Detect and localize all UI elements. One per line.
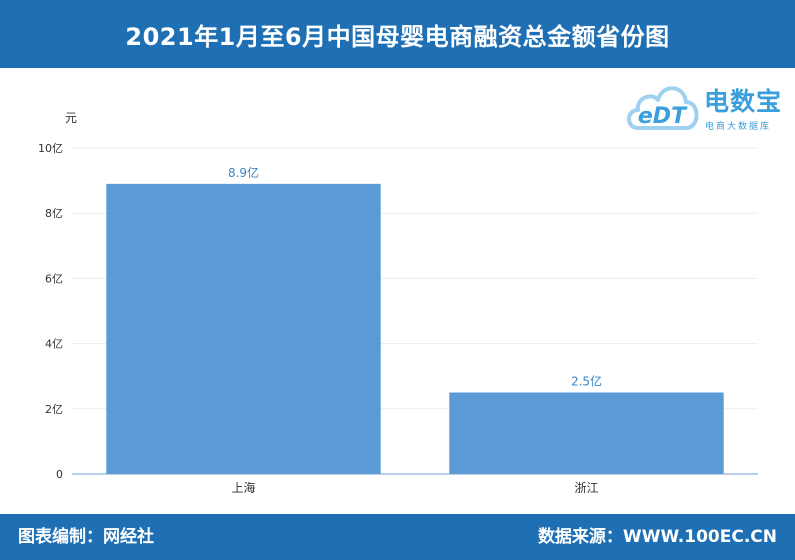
bars <box>106 183 724 475</box>
y-unit-label: 元 <box>65 111 77 125</box>
footer-bar: 图表编制：网经社 数据来源：WWW.100EC.CN <box>0 514 795 560</box>
logo: eDT 电数宝 电商大数据库 <box>624 74 789 136</box>
cloud-logo-icon: eDT <box>627 86 699 130</box>
y-tick-label: 4亿 <box>45 338 63 351</box>
y-tick-label: 10亿 <box>38 142 63 155</box>
y-tick-label: 2亿 <box>45 403 63 416</box>
data-label: 2.5亿 <box>571 374 602 389</box>
bar-chart: 0 2亿 4亿 6亿 8亿 10亿 上海 浙江 8.9亿 2.5亿 元 <box>38 111 758 495</box>
y-tick-label: 8亿 <box>45 207 63 220</box>
footer-source: 数据来源：WWW.100EC.CN <box>537 527 777 547</box>
y-tick-labels: 0 2亿 4亿 6亿 8亿 10亿 <box>38 142 63 481</box>
data-label: 8.9亿 <box>228 165 259 180</box>
y-tick-label: 6亿 <box>45 272 63 285</box>
logo-subtitle: 电商大数据库 <box>705 122 772 132</box>
title-bar: 2021年1月至6月中国母婴电商融资总金额省份图 <box>0 0 795 68</box>
data-labels: 8.9亿 2.5亿 <box>228 165 602 389</box>
bar-2 <box>449 392 724 474</box>
x-tick-labels: 上海 浙江 <box>231 480 598 495</box>
y-tick-label: 0 <box>56 468 63 481</box>
x-tick-label: 浙江 <box>574 481 598 495</box>
x-tick-label: 上海 <box>231 480 255 495</box>
logo-name: 电数宝 <box>704 87 783 116</box>
footer-credit: 图表编制：网经社 <box>18 527 154 547</box>
logo-mark: eDT <box>638 104 688 129</box>
chart-title: 2021年1月至6月中国母婴电商融资总金额省份图 <box>125 22 670 51</box>
bar-1 <box>106 183 381 475</box>
